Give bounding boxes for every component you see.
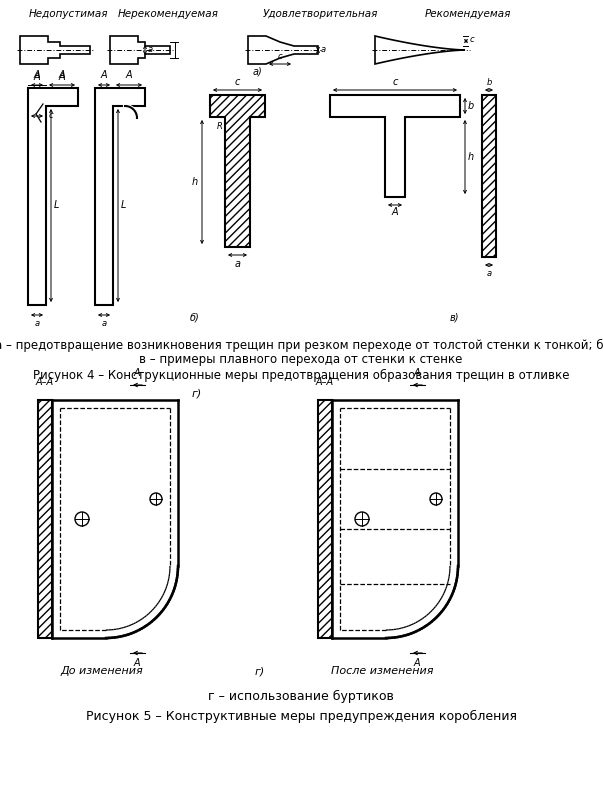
Polygon shape (482, 95, 496, 257)
Text: А: А (134, 658, 140, 668)
Text: L: L (121, 200, 127, 210)
Text: Рекомендуемая: Рекомендуемая (425, 9, 511, 19)
Text: А–А: А–А (316, 377, 334, 387)
Text: Удовлетворительная: Удовлетворительная (262, 9, 377, 19)
Text: b: b (486, 78, 491, 87)
Polygon shape (38, 400, 52, 638)
Text: г): г) (255, 666, 265, 676)
Text: Рисунок 5 – Конструктивные меры предупреждения коробления: Рисунок 5 – Конструктивные меры предупре… (86, 710, 517, 722)
Text: А: А (392, 207, 399, 217)
Polygon shape (318, 400, 332, 638)
Text: А: А (34, 70, 40, 80)
Text: А: А (414, 658, 420, 668)
Text: А: А (34, 72, 40, 82)
Text: А: А (125, 70, 132, 80)
Text: h: h (192, 177, 198, 187)
Text: с: с (235, 77, 239, 87)
Text: г – использование буртиков: г – использование буртиков (208, 689, 394, 703)
Text: с: с (278, 52, 282, 61)
Polygon shape (210, 95, 265, 247)
Text: А: А (414, 368, 420, 378)
Text: б): б) (190, 313, 200, 323)
Text: а: а (148, 46, 153, 54)
Text: а – предотвращение возникновения трещин при резком переходе от толстой стенки к : а – предотвращение возникновения трещин … (0, 338, 603, 352)
Text: L: L (54, 200, 59, 210)
Text: а: а (487, 269, 491, 278)
Text: а: а (101, 319, 107, 328)
Text: а): а) (253, 67, 263, 77)
Text: А: А (134, 368, 140, 378)
Text: А: А (101, 70, 107, 80)
Text: Рисунок 4 – Конструкционные меры предотвращения образования трещин в отливке: Рисунок 4 – Конструкционные меры предотв… (33, 368, 569, 382)
Text: а: а (235, 259, 241, 269)
Text: До изменения: До изменения (61, 666, 144, 676)
Text: а: а (34, 319, 40, 328)
Text: г): г) (192, 388, 202, 398)
Text: Нерекомендуемая: Нерекомендуемая (118, 9, 218, 19)
Text: в – примеры плавного перехода от стенки к стенке: в – примеры плавного перехода от стенки … (139, 352, 463, 366)
Text: с: с (470, 35, 475, 45)
Text: А: А (58, 72, 65, 82)
Text: b: b (468, 101, 474, 111)
Text: А: А (58, 70, 65, 80)
Text: После изменения: После изменения (331, 666, 433, 676)
Text: R: R (217, 122, 223, 131)
Text: h: h (468, 152, 474, 162)
Text: а: а (321, 46, 326, 54)
Text: с: с (393, 77, 398, 87)
Text: в): в) (450, 313, 459, 323)
Text: Недопустимая: Недопустимая (28, 9, 108, 19)
Text: А–А: А–А (36, 377, 54, 387)
Text: с: с (49, 111, 54, 121)
